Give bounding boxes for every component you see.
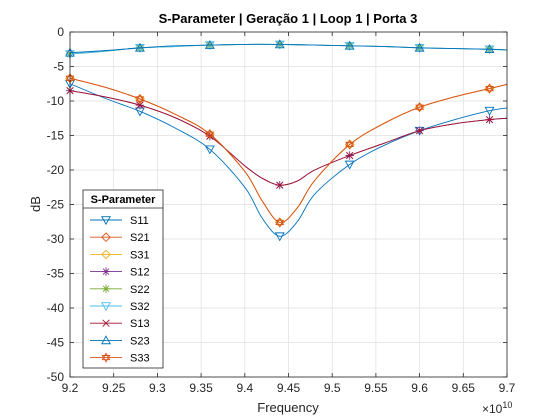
x-tick-label: 9.25 bbox=[102, 381, 126, 395]
series-line-s33 bbox=[69, 77, 508, 223]
x-tick-label: 9.6 bbox=[411, 381, 428, 395]
x-tick-label: 9.45 bbox=[277, 381, 301, 395]
x-tick-label: 9.65 bbox=[452, 381, 476, 395]
data-point-s13 bbox=[485, 115, 494, 124]
y-tick-label: -10 bbox=[47, 94, 65, 108]
legend-marker-s32 bbox=[101, 302, 111, 312]
data-point-s13 bbox=[276, 181, 284, 189]
y-tick-label: -35 bbox=[47, 267, 65, 281]
x-tick-label: 9.35 bbox=[189, 381, 213, 395]
x-tick-label: 9.2 bbox=[62, 381, 79, 395]
axis-ticks: 9.2 9.25 9.3 9.35 9.4 9.45 9.5 9.55 9.6 9.65 9.7 -5… bbox=[47, 25, 516, 395]
legend-label-s12: S12 bbox=[130, 267, 150, 279]
series-line-s11 bbox=[69, 83, 508, 237]
data-point-s33 bbox=[135, 93, 145, 105]
y-tick-label: -40 bbox=[47, 301, 65, 315]
legend-item-s31: S31 bbox=[90, 249, 150, 261]
legend-marker-s31 bbox=[101, 249, 111, 260]
legend-label-s23: S23 bbox=[130, 335, 150, 347]
legend-marker-s11 bbox=[101, 216, 111, 226]
legend-marker-s22 bbox=[101, 284, 111, 293]
legend-label-s13: S13 bbox=[130, 318, 150, 330]
legend-items: S11 S21 S31 S12 S22 S32 S13 S23 S33 bbox=[90, 215, 150, 365]
series-s33 bbox=[65, 73, 508, 228]
legend-item-s11: S11 bbox=[90, 215, 149, 227]
legend-item-s23: S23 bbox=[90, 335, 150, 347]
legend-item-s33: S33 bbox=[90, 352, 150, 365]
legend-marker-s21 bbox=[101, 232, 111, 243]
x-tick-label: 9.4 bbox=[236, 381, 253, 395]
y-tick-label: -25 bbox=[47, 198, 65, 212]
y-tick-label: -45 bbox=[47, 336, 65, 350]
legend-label-s21: S21 bbox=[130, 232, 150, 244]
data-point-s11 bbox=[274, 232, 285, 242]
data-point-s23 bbox=[414, 42, 425, 52]
data-point-s13 bbox=[136, 101, 144, 109]
legend-marker-s33 bbox=[101, 352, 111, 363]
data-point-s23 bbox=[274, 39, 285, 49]
legend-item-s22: S22 bbox=[90, 284, 150, 296]
y-tick-label: -15 bbox=[47, 129, 65, 143]
x-tick-label: 9.5 bbox=[324, 381, 341, 395]
data-point-s11 bbox=[204, 145, 215, 155]
data-point-s33 bbox=[205, 129, 215, 140]
data-point-s13 bbox=[415, 126, 424, 135]
data-point-s33 bbox=[345, 139, 355, 150]
x-axis-label: Frequency bbox=[257, 400, 319, 415]
series-group bbox=[65, 39, 508, 242]
series-line-s13 bbox=[69, 90, 508, 186]
x-tick-label: 9.7 bbox=[499, 381, 516, 395]
series-line-s23 bbox=[69, 43, 508, 54]
legend-label-s31: S31 bbox=[130, 249, 150, 261]
legend-title: S-Parameter bbox=[91, 194, 157, 206]
legend-item-s32: S32 bbox=[90, 301, 150, 313]
data-point-s23 bbox=[484, 44, 495, 54]
data-point-s33 bbox=[415, 102, 425, 113]
legend-item-s12: S12 bbox=[90, 267, 150, 279]
y-tick-label: 0 bbox=[57, 25, 64, 39]
data-point-s11 bbox=[484, 106, 495, 116]
legend-marker-s13 bbox=[102, 319, 110, 327]
data-point-s33 bbox=[275, 217, 285, 228]
chart-title: S-Parameter | Geração 1 | Loop 1 | Porta… bbox=[159, 11, 418, 26]
series-s23 bbox=[65, 39, 508, 57]
data-point-s13 bbox=[346, 151, 354, 160]
legend-marker-s12 bbox=[101, 267, 111, 276]
data-point-s33 bbox=[485, 83, 494, 94]
y-tick-label: -50 bbox=[47, 370, 65, 384]
data-point-s23 bbox=[134, 42, 145, 52]
legend-label-s22: S22 bbox=[130, 284, 150, 296]
data-point-s11 bbox=[344, 160, 355, 170]
legend-label-s11: S11 bbox=[130, 215, 149, 227]
legend-item-s21: S21 bbox=[90, 232, 150, 244]
y-axis-label: dB bbox=[28, 196, 43, 212]
legend-box bbox=[82, 189, 164, 369]
legend-label-s32: S32 bbox=[130, 301, 150, 313]
legend-item-s13: S13 bbox=[90, 318, 150, 330]
data-point-s23 bbox=[344, 40, 355, 50]
legend: S-Parameter S11 S21 S31 S12 S22 S32 S13 S23 S33 bbox=[82, 189, 164, 369]
x-axis-exponent: ×1010 bbox=[482, 400, 512, 416]
legend-label-s33: S33 bbox=[130, 353, 150, 365]
y-tick-label: -5 bbox=[53, 60, 64, 74]
x-tick-label: 9.55 bbox=[364, 381, 388, 395]
data-point-s23 bbox=[204, 39, 215, 49]
y-tick-label: -20 bbox=[47, 163, 65, 177]
y-tick-label: -30 bbox=[47, 232, 65, 246]
legend-marker-s23 bbox=[101, 335, 111, 345]
x-tick-label: 9.3 bbox=[149, 381, 166, 395]
